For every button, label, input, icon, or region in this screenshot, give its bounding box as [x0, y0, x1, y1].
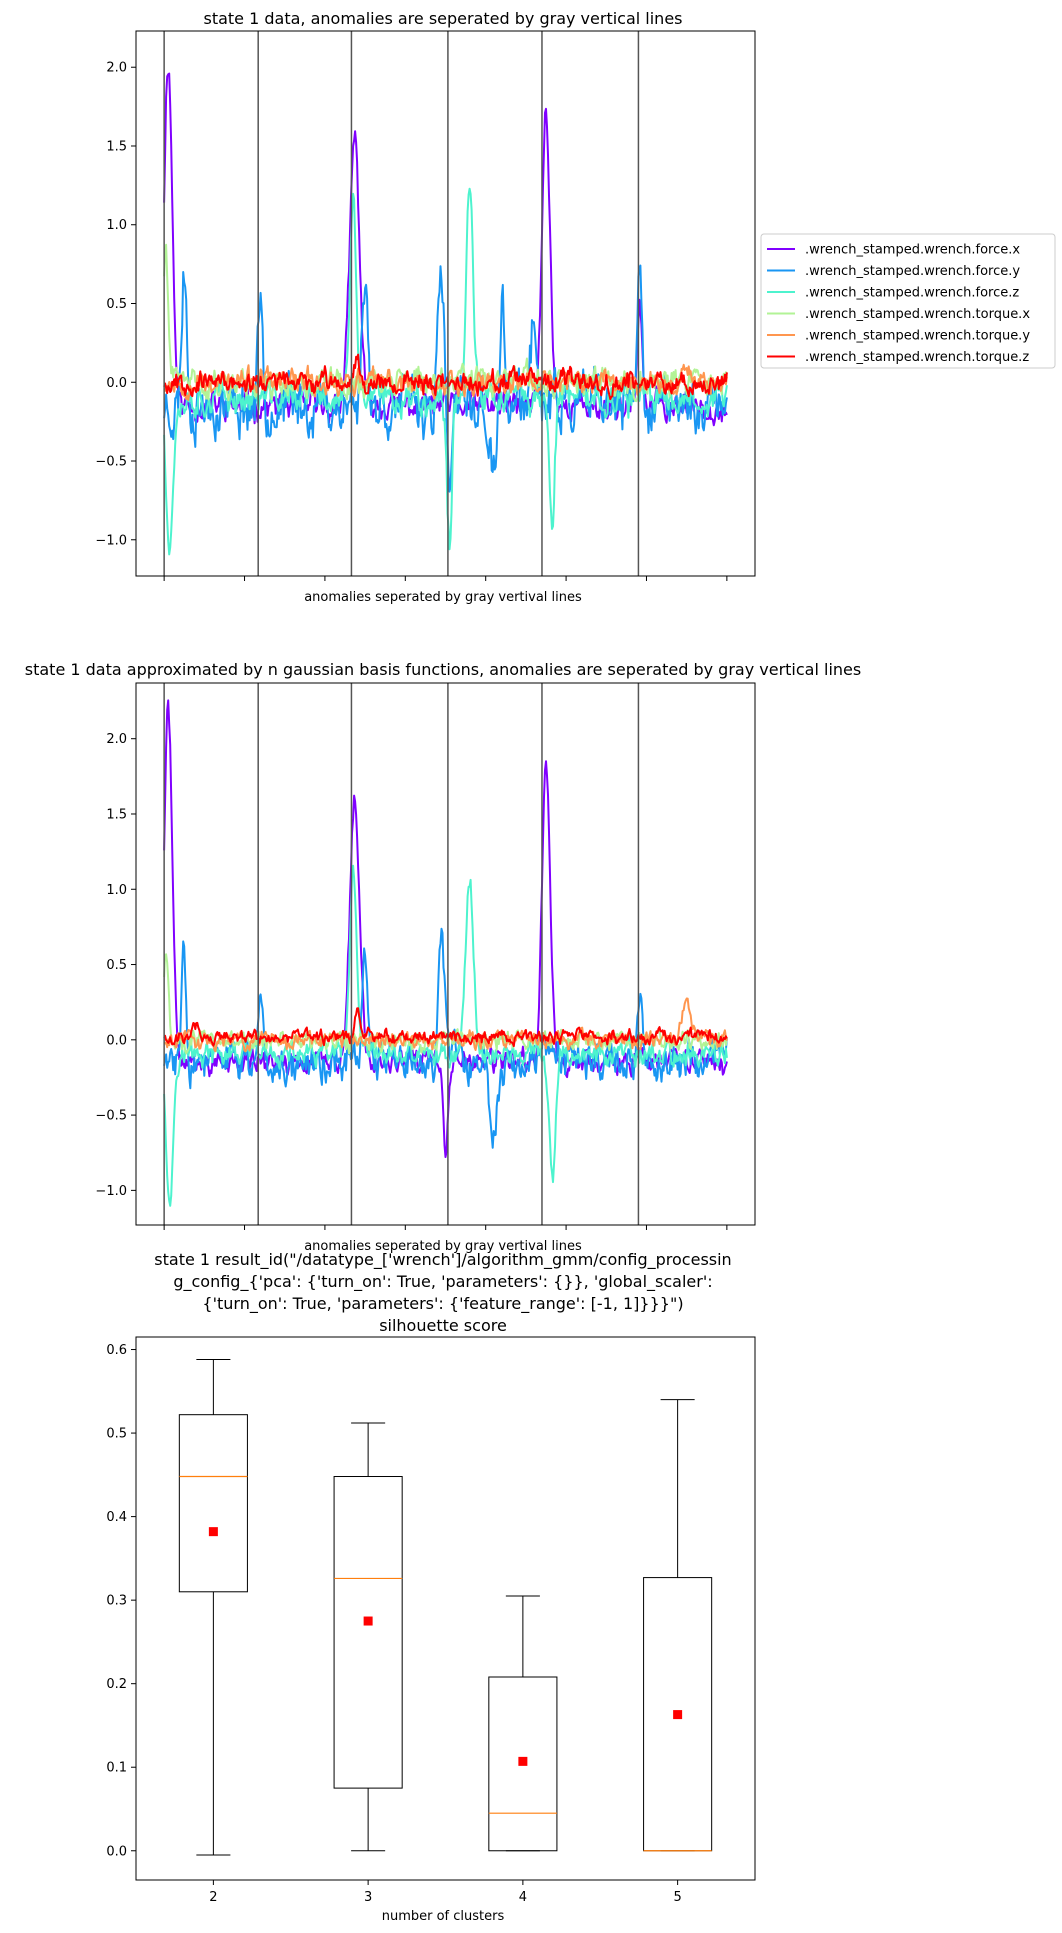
legend-entry: .wrench_stamped.wrench.torque.y	[805, 329, 1030, 344]
y-tick-label: 0.4	[106, 1510, 127, 1525]
y-tick-label: 0.0	[106, 1844, 127, 1859]
y-tick-label: 0.0	[106, 376, 127, 391]
legend-entry: .wrench_stamped.wrench.torque.x	[805, 307, 1030, 322]
y-tick-label: 2.0	[106, 61, 127, 76]
chart-title-line-2: g_config_{'pca': {'turn_on': True, 'para…	[173, 1272, 712, 1292]
y-tick-label: −0.5	[95, 1109, 127, 1124]
mean-marker	[208, 1527, 218, 1537]
legend-entry: .wrench_stamped.wrench.force.z	[805, 286, 1019, 301]
plot-area: 0.0 0.1 0.2 0.3 0.4 0.5 0.6 2 3 4 5	[106, 1343, 713, 1905]
chart-title: state 1 data approximated by n gaussian …	[25, 660, 861, 679]
x-tick-label: 2	[209, 1890, 217, 1905]
y-tick-label: 1.5	[106, 807, 127, 822]
mean-marker	[363, 1616, 373, 1626]
legend-entry: .wrench_stamped.wrench.torque.z	[805, 350, 1029, 365]
plot-area: −1.0 −0.5 0.0 0.5 1.0 1.5 2.0	[95, 31, 728, 581]
y-tick-label: −0.5	[95, 455, 127, 470]
axes-frame	[135, 1336, 756, 1881]
chart-title-line-4: silhouette score	[379, 1316, 507, 1335]
x-tick-label: 4	[519, 1890, 527, 1905]
chart-title: state 1 data, anomalies are seperated by…	[203, 9, 682, 28]
mean-marker	[673, 1710, 683, 1720]
x-tick-label: 5	[673, 1890, 681, 1905]
y-tick-label: 1.0	[106, 218, 127, 233]
panel-state1-gaussian: state 1 data approximated by n gaussian …	[25, 660, 861, 1254]
box	[178, 1414, 248, 1593]
panel-silhouette-boxplot: state 1 result_id("/datatype_['wrench']/…	[106, 1250, 756, 1924]
legend: .wrench_stamped.wrench.force.x .wrench_st…	[760, 233, 1056, 369]
mean-marker	[518, 1756, 528, 1766]
legend-entry: .wrench_stamped.wrench.force.y	[805, 264, 1020, 279]
panel-state1-raw: state 1 data, anomalies are seperated by…	[95, 9, 1056, 605]
x-axis-label: anomalies seperated by gray vertival lin…	[304, 590, 582, 605]
y-tick-label: 1.5	[106, 139, 127, 154]
x-tick-label: 3	[364, 1890, 372, 1905]
box	[333, 1476, 403, 1789]
x-axis-label: number of clusters	[382, 1909, 505, 1924]
chart-title-line-1: state 1 result_id("/datatype_['wrench']/…	[154, 1250, 731, 1270]
y-tick-label: 0.0	[106, 1033, 127, 1048]
chart-title-line-3: {'turn_on': True, 'parameters': {'featur…	[202, 1294, 683, 1314]
y-tick-label: 2.0	[106, 732, 127, 747]
plot-area: −1.0 −0.5 0.0 0.5 1.0 1.5 2.0	[95, 683, 728, 1230]
y-tick-label: 0.5	[106, 297, 127, 312]
y-tick-label: 0.2	[106, 1677, 127, 1692]
axes-frame	[135, 30, 756, 577]
y-tick-label: 0.1	[106, 1761, 127, 1776]
series-line-1	[163, 699, 728, 1158]
legend-frame	[760, 233, 1056, 369]
x-axis-label: anomalies seperated by gray vertival lin…	[304, 1239, 582, 1254]
axes-frame	[135, 682, 756, 1226]
y-tick-label: −1.0	[95, 1184, 127, 1199]
y-tick-label: 0.5	[106, 1427, 127, 1442]
legend-entry: .wrench_stamped.wrench.force.x	[805, 243, 1020, 258]
y-tick-label: −1.0	[95, 533, 127, 548]
y-tick-label: 0.5	[106, 958, 127, 973]
box	[488, 1676, 558, 1852]
y-tick-label: 1.0	[106, 883, 127, 898]
y-tick-label: 0.3	[106, 1594, 127, 1609]
y-tick-label: 0.6	[106, 1343, 127, 1358]
